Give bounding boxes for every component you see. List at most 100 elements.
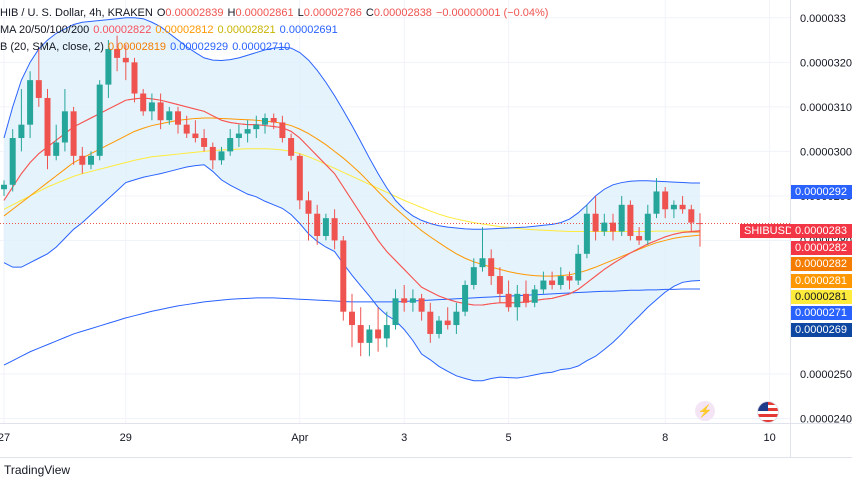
candle-body — [653, 191, 660, 214]
x-tick-label: 10 — [763, 432, 775, 444]
legend-ma20-value: 0.00002822 — [93, 24, 152, 36]
candle-body — [27, 80, 34, 125]
candle-body — [366, 329, 373, 343]
candle-body — [670, 204, 677, 210]
footer: TradingView — [0, 457, 852, 486]
candle-body — [531, 289, 538, 303]
legend-bb-upper-value: 0.00002929 — [170, 41, 229, 53]
price-badge-ma50: 0.0000281 — [791, 274, 852, 288]
x-tick-label: 5 — [506, 432, 512, 444]
candle-body — [279, 122, 286, 139]
candle-body — [235, 133, 242, 139]
legend-ma100-value: 0.00002821 — [217, 24, 276, 36]
candle-body — [131, 62, 138, 94]
candle-body — [114, 48, 121, 58]
y-tick-label: 0.0000240 — [800, 414, 852, 426]
candle-body — [322, 218, 329, 236]
candle-body — [44, 97, 51, 156]
candle-body — [296, 155, 303, 201]
candle-body — [201, 138, 208, 147]
legend-low-value: 0.00002786 — [303, 7, 362, 19]
legend-ma-label: MA 20/50/100/200 — [0, 24, 90, 36]
candle-body — [392, 298, 399, 326]
price-chart[interactable]: 0.000033 0.0000320 0.0000310 0.0000300 0.000… — [0, 0, 852, 457]
candle-body — [549, 280, 556, 285]
legend-bb-label: B (20, SMA, close, 2) — [0, 41, 104, 53]
x-tick-label: 8 — [662, 432, 668, 444]
legend-ma-row: MA 20/50/100/200 0.00002822 0.00002812 0.00… — [0, 24, 342, 37]
candle-body — [183, 124, 190, 134]
legend-close-label: C — [365, 7, 374, 19]
bollinger-lower-line — [3, 164, 701, 382]
candle-body — [349, 311, 355, 326]
tradingview-brand[interactable]: TradingView — [4, 463, 71, 477]
legend-change: −0.00000001 (−0.04%) — [435, 7, 549, 19]
candle-body — [662, 191, 669, 210]
candle-body — [540, 280, 547, 290]
candle-body — [262, 117, 268, 125]
candle-body — [401, 298, 408, 303]
candle-body — [636, 235, 643, 241]
candle-body — [79, 155, 86, 165]
candle-body — [209, 146, 216, 161]
candle-body — [514, 293, 521, 308]
candle-body — [70, 111, 77, 156]
price-badge-bb-upper: 0.0000292 — [791, 185, 852, 199]
legend-high-value: 0.00002861 — [235, 7, 294, 19]
legend-bb-lower-value: 0.00002710 — [232, 41, 291, 53]
candle-body — [357, 325, 364, 343]
legend-bb-row: B (20, SMA, close, 2) 0.00002819 0.0000292… — [0, 41, 294, 54]
candle-body — [523, 293, 529, 303]
ma50-line — [3, 117, 701, 277]
lightning-icon[interactable]: ⚡ — [695, 401, 715, 421]
y-tick-label: 0.0000300 — [800, 146, 852, 158]
legend-close-value: 0.00002838 — [373, 7, 432, 19]
y-tick-label: 0.000033 — [800, 13, 846, 25]
x-tick-label: 27 — [0, 432, 10, 444]
bollinger-upper-line — [3, 17, 700, 230]
candle-body — [427, 311, 434, 334]
candle-body — [253, 124, 260, 130]
candle-body — [627, 204, 634, 236]
legend-low-label: L — [297, 7, 304, 19]
candle-body — [575, 253, 582, 281]
candle-body — [383, 325, 390, 339]
candle-body — [305, 200, 312, 214]
candle-body — [227, 138, 234, 152]
candle-body — [61, 111, 68, 143]
candle-body — [601, 222, 608, 232]
legend-symbol: HIB / U. S. Dollar, 4h, KRAKEN — [0, 7, 153, 19]
candle-body — [409, 298, 416, 303]
candle-body — [340, 240, 347, 312]
legend-ma50-value: 0.00002812 — [155, 24, 214, 36]
candle-body — [679, 204, 686, 210]
price-badge-last: 0.0000283 — [791, 224, 852, 238]
candle-body — [9, 138, 16, 185]
candle-body — [53, 142, 60, 156]
legend-ohlc-row: HIB / U. S. Dollar, 4h, KRAKEN O0.0000283… — [0, 7, 552, 20]
candle-body — [96, 84, 103, 156]
price-badge-ma100: 0.0000281 — [791, 290, 852, 304]
legend-open-label: O — [156, 7, 166, 19]
x-tick-label: 3 — [401, 432, 407, 444]
candle-body — [375, 329, 382, 339]
candle-body — [496, 276, 503, 294]
candle-body — [505, 293, 512, 308]
candle-body — [192, 133, 199, 139]
us-flag-icon[interactable] — [757, 401, 779, 423]
candle-body — [122, 57, 129, 63]
candle-body — [479, 258, 486, 268]
legend-open-value: 0.00002839 — [165, 7, 224, 19]
candle-body — [583, 213, 590, 254]
candle-body — [18, 124, 25, 139]
candle-body — [148, 102, 155, 112]
candle-body — [288, 138, 295, 156]
candle-body — [436, 320, 442, 334]
candle-body — [1, 184, 7, 190]
y-tick-label: 0.0000320 — [800, 57, 852, 69]
legend-ma200-value: 0.00002691 — [279, 24, 338, 36]
candle-body — [218, 151, 225, 161]
candle-body — [470, 267, 477, 285]
candle-body — [566, 276, 573, 281]
legend-high-label: H — [227, 7, 236, 19]
